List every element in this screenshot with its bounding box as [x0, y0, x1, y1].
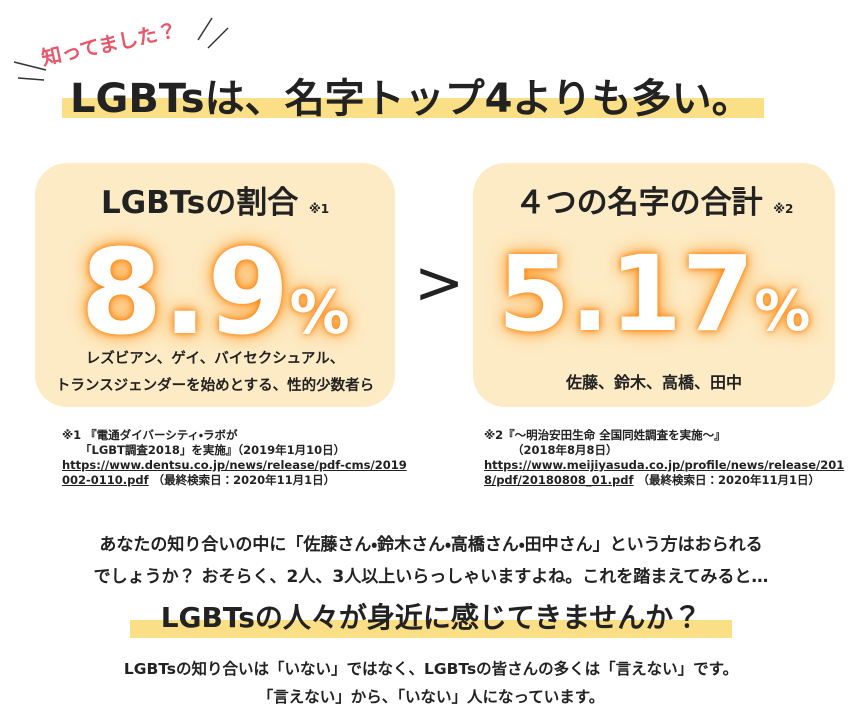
note: ※1 [309, 202, 330, 216]
link[interactable]: https://www.meijiyasuda.co.jp/profile/ne… [484, 458, 845, 472]
unit: % [289, 278, 350, 348]
card-title: ４つの名字の合計 ※2 [473, 177, 835, 222]
card-text: トランスジェンダーを始めとする、性的少数者ら [55, 378, 375, 394]
link[interactable]: https://www.dentsu.co.jp/news/release/pd… [62, 458, 407, 472]
footnote-line: （2018年8月8日） [512, 443, 618, 457]
left-card: LGBTsの割合 ※1 8.9% レズビアン、ゲイ、バイセクシュアル、 トランス… [35, 163, 395, 407]
number: 5.17 [497, 233, 755, 355]
accessed: （最終検索日：2020年11月1日） [637, 473, 821, 487]
card-text: 佐藤、鈴木、高橋、田中 [565, 373, 742, 392]
footnote-line: ※2『～明治安田生命 全国同姓調査を実施～』 [484, 428, 726, 442]
note: ※2 [773, 202, 794, 216]
card-title: LGBTsの割合 ※1 [35, 177, 395, 222]
footnote: ※1 『電通ダイバーシティ・ラボが 「LGBT調査2018」を実施』（2019年… [62, 428, 407, 488]
closing-line: 「言えない」から、「いない」人になっています。 [257, 688, 605, 706]
footnote-line: ※1 『電通ダイバーシティ・ラボが [62, 428, 238, 442]
body-line: あなたの知り合いの中に「佐藤さん・鈴木さん・高橋さん・田中さん」という方はおられ… [99, 535, 763, 555]
closing-line: LGBTsの知り合いは「いない」ではなく、LGBTsの皆さんの多くは「言えない」… [123, 660, 739, 678]
link[interactable]: 002-0110.pdf [62, 473, 149, 487]
comparison: > [414, 248, 465, 318]
highlight [130, 620, 732, 638]
footnote: ※2『～明治安田生命 全国同姓調査を実施～』 （2018年8月8日） https… [484, 428, 844, 488]
subheadline: LGBTsの人々が身近に感じてきませんか？ [160, 601, 702, 634]
right-card: ４つの名字の合計 ※2 5.17% 佐藤、鈴木、高橋、田中 [473, 163, 835, 407]
link[interactable]: 8/pdf/20180808_01.pdf [484, 473, 634, 487]
card-text: レズビアン、ゲイ、バイセクシュアル、 [85, 351, 345, 367]
title: ４つの名字の合計 [514, 185, 763, 221]
big-number: 5.17% [473, 233, 835, 355]
unit: % [754, 279, 811, 344]
big-number: 8.9% [35, 223, 395, 361]
decor [13, 17, 229, 81]
accessed: （最終検索日：2020年11月1日） [152, 473, 336, 487]
body-line: でしょうか？ おそらく、2人、3人以上いらっしゃいますよね。これを踏まえてみると… [93, 567, 769, 587]
footnote-line: 「LGBT調査2018」を実施』（2019年1月10日） [80, 443, 346, 457]
headline: LGBTsは、名字トップ4よりも多い。 [70, 76, 752, 122]
highlight [62, 98, 764, 118]
number: 8.9 [80, 223, 290, 361]
title: LGBTsの割合 [100, 185, 299, 221]
